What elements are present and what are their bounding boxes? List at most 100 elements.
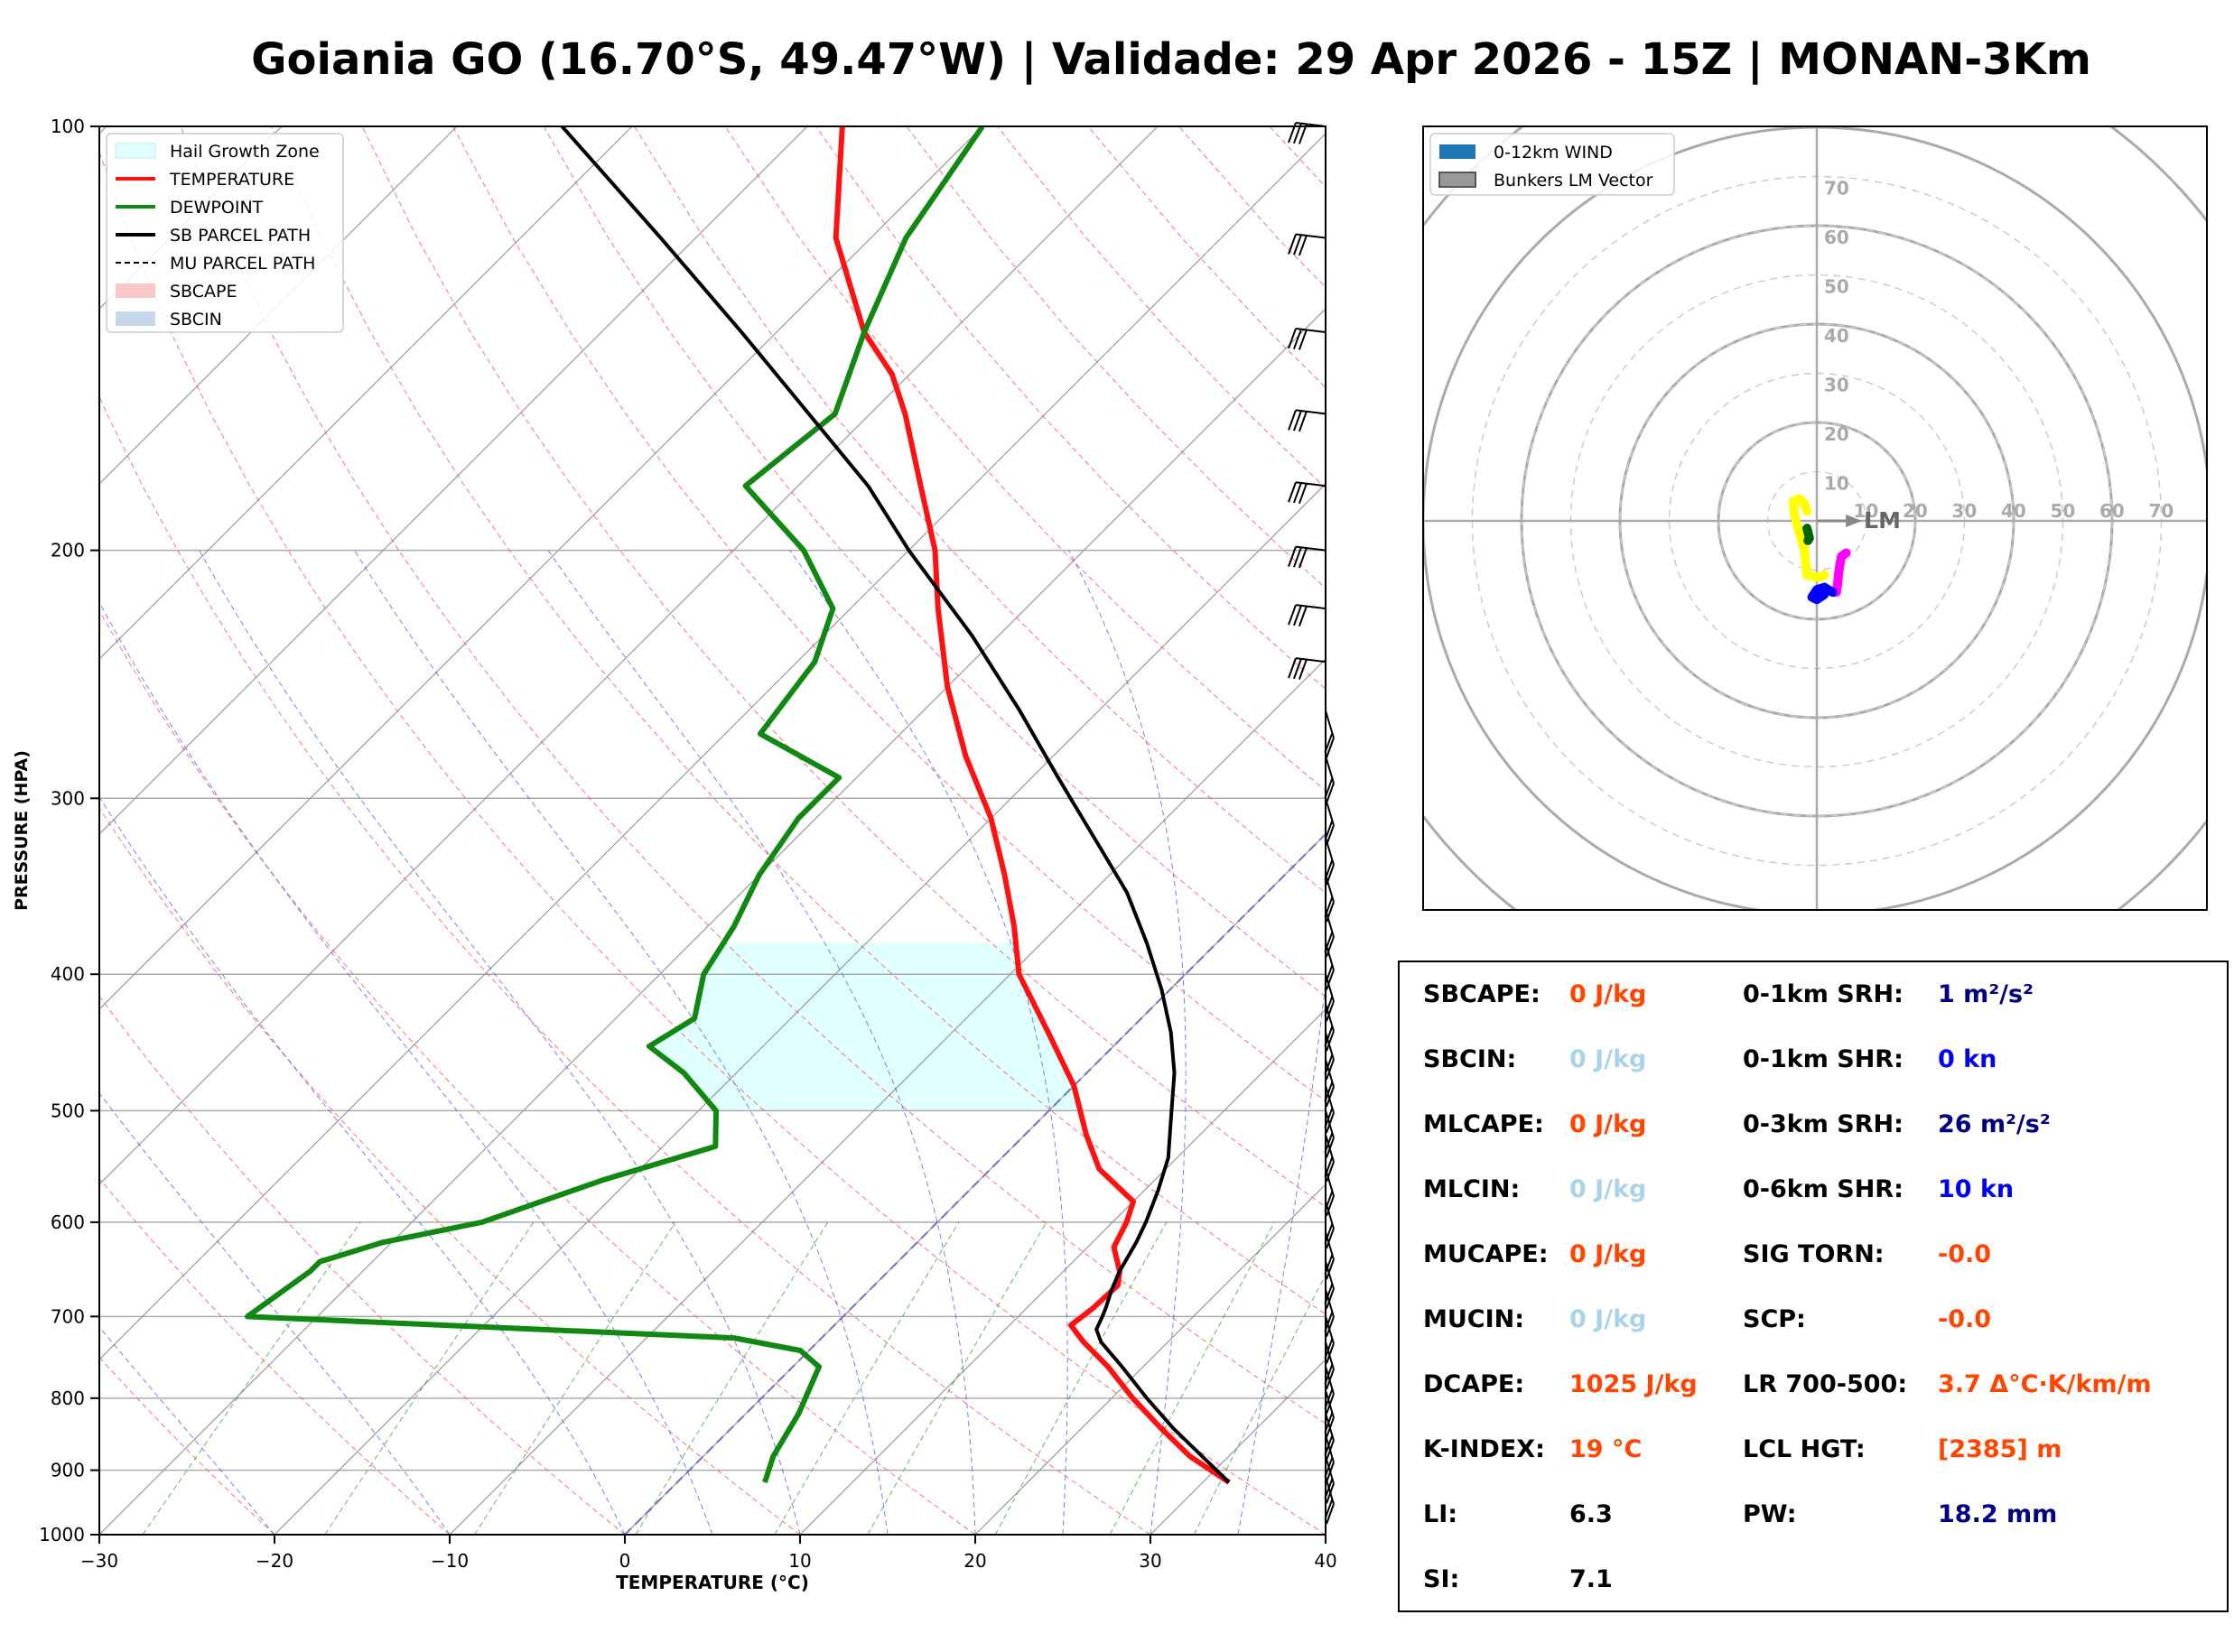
x-tick-label: −10 <box>431 1550 469 1572</box>
y-tick-label: 500 <box>51 1100 85 1121</box>
wind-barb-feather <box>1324 1191 1334 1211</box>
stat-label: MLCAPE: <box>1423 1110 1544 1138</box>
x-tick-label: 10 <box>788 1550 811 1572</box>
hodograph-legend-swatch <box>1439 144 1475 159</box>
wind-barb-feather <box>1298 411 1308 432</box>
x-tick-label: 20 <box>963 1550 986 1572</box>
wind-barb-feather <box>1324 932 1334 952</box>
wind-barb-feather <box>1326 1059 1335 1081</box>
moist-adiabat <box>99 1092 451 1535</box>
hodograph-ring-label: 30 <box>1952 500 1978 522</box>
stat-label: SIG TORN: <box>1743 1240 1885 1268</box>
dry-adiabat <box>99 151 1326 1535</box>
hodograph-legend-label: 0-12km WIND <box>1494 143 1613 162</box>
wind-barb-feather <box>1326 1316 1335 1338</box>
y-tick-label: 900 <box>51 1460 85 1481</box>
hodograph-ring-label: 30 <box>1824 375 1849 396</box>
dry-adiabat <box>99 1356 275 1535</box>
legend-label: TEMPERATURE <box>169 170 294 190</box>
legend-label: SBCIN <box>170 310 222 329</box>
x-tick-label: 30 <box>1139 1550 1161 1572</box>
temperature-profile <box>833 126 1231 1485</box>
hail-growth-zone-fill <box>653 942 1081 1111</box>
hodograph-ring-label: 50 <box>1824 276 1849 298</box>
wind-barb-feather <box>1324 777 1334 799</box>
stat-value: 7.1 <box>1569 1565 1613 1593</box>
stat-label: DCAPE: <box>1423 1370 1525 1398</box>
skewt-y-axis-label: PRESSURE (HPA) <box>12 750 32 911</box>
hodograph-ring-label: 60 <box>2099 500 2125 522</box>
stat-label: MUCAPE: <box>1423 1240 1549 1268</box>
wind-barb-feather <box>1326 1503 1335 1525</box>
bunkers-lm-label: LM <box>1864 507 1901 534</box>
hodograph-legend-box <box>1429 133 1675 196</box>
wind-barb-feather <box>1324 1499 1334 1520</box>
dry-adiabat <box>815 126 1326 690</box>
skewt-legend: Hail Growth Zone TEMPERATURE DEWPOINT SB PA… <box>106 133 344 333</box>
stat-value: 0 J/kg <box>1569 1110 1647 1138</box>
hodograph-trace <box>1802 524 1814 545</box>
y-tick-label: 400 <box>51 963 85 985</box>
dry-adiabat <box>271 126 1326 1315</box>
wind-barb-feather <box>1326 1030 1335 1052</box>
wind-barb-feather <box>1298 329 1308 350</box>
wind-barb-feather <box>1293 234 1302 255</box>
x-tick-label: 0 <box>619 1550 631 1572</box>
y-tick-label: 800 <box>51 1387 85 1409</box>
hodograph-ring-label: 40 <box>2001 500 2026 522</box>
stat-value: 0 J/kg <box>1569 980 1647 1008</box>
hodograph-ring-label: 50 <box>2051 500 2076 522</box>
chart-title: Goiania GO (16.70°S, 49.47°W) | Validade… <box>251 34 2091 85</box>
wind-barb-feather <box>1298 124 1308 144</box>
isotherm-gridline <box>99 126 808 835</box>
legend-label: MU PARCEL PATH <box>170 254 315 274</box>
moist-adiabat <box>99 1326 275 1535</box>
hodograph-ring-label: 20 <box>1903 500 1928 522</box>
legend-swatch <box>115 143 156 159</box>
wind-barb-feather <box>1324 1338 1334 1360</box>
moist-adiabat <box>99 601 713 1535</box>
stat-label: 0-3km SRH: <box>1743 1110 1904 1138</box>
stat-label: K-INDEX: <box>1423 1435 1545 1463</box>
stat-value: 18.2 mm <box>1938 1500 2058 1528</box>
stat-value: [2385] m <box>1938 1435 2062 1463</box>
isotherm-gridline <box>449 658 1326 1535</box>
wind-barb-feather <box>1298 547 1308 569</box>
isotherm-gridline <box>974 1183 1326 1535</box>
moist-adiabat <box>354 550 889 1535</box>
hodograph-ring-label: 70 <box>2149 500 2174 522</box>
hodograph-legend: 0-12km WIND Bunkers LM Vector <box>1429 133 1675 196</box>
wind-barb-feather <box>1324 1311 1334 1332</box>
dry-adiabat <box>452 126 1326 1102</box>
stat-value: 0 kn <box>1938 1045 1997 1073</box>
wind-barb-feather <box>1293 123 1302 144</box>
stat-label: LI: <box>1423 1500 1458 1528</box>
hodograph-trace <box>1807 582 1838 605</box>
hodograph-ring-label: 10 <box>1824 473 1849 495</box>
wind-barb-feather <box>1324 996 1334 1017</box>
hodograph-ring-label: 40 <box>1824 325 1849 347</box>
dewpoint-profile <box>245 126 985 1483</box>
y-tick-label: 1000 <box>39 1524 85 1545</box>
mixing-ratio-line <box>635 1221 829 1535</box>
wind-barb-feather <box>1324 1283 1334 1304</box>
dry-adiabat <box>99 995 626 1535</box>
hodograph-frame <box>1422 125 2208 911</box>
isotherm-gridline <box>799 1008 1326 1535</box>
stat-value: 0 J/kg <box>1569 1175 1647 1203</box>
wind-barb-feather <box>1326 936 1335 958</box>
mixing-ratio-line <box>142 1221 361 1535</box>
wind-barb-feather <box>1326 783 1335 803</box>
y-tick-label: 200 <box>51 540 85 561</box>
stat-label: SI: <box>1423 1565 1460 1593</box>
wind-barb-feather <box>1288 328 1297 349</box>
x-tick-label: −30 <box>80 1550 118 1572</box>
dry-adiabat <box>99 1177 451 1535</box>
legend-label: SB PARCEL PATH <box>170 226 311 246</box>
wind-barb-feather <box>1288 657 1297 679</box>
stat-label: 0-6km SHR: <box>1743 1175 1904 1203</box>
wind-barb-feather <box>1293 329 1302 350</box>
stat-label: SBCAPE: <box>1423 980 1541 1008</box>
moist-adiabat <box>1237 978 1326 1535</box>
mixing-ratio-line <box>1109 1221 1275 1535</box>
